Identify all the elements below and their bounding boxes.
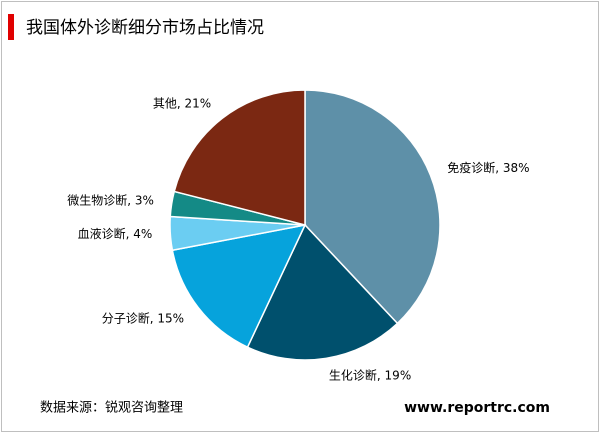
data-label: 微生物诊断, 3% xyxy=(67,193,154,208)
watermark: www.reportrc.com xyxy=(404,400,550,416)
data-label: 免疫诊断, 38% xyxy=(447,160,529,175)
pie-slice xyxy=(171,223,307,349)
pie-slice xyxy=(246,223,399,361)
source-note: 数据来源：锐观咨询整理 xyxy=(40,401,183,416)
data-label: 分子诊断, 15% xyxy=(102,310,184,325)
data-label: 血液诊断, 4% xyxy=(78,226,153,241)
chart-title: 我国体外诊断细分市场占比情况 xyxy=(26,18,264,38)
pie-slice xyxy=(304,89,441,325)
pie-slice xyxy=(173,89,306,226)
title-accent xyxy=(8,14,14,40)
data-label: 生化诊断, 19% xyxy=(329,368,411,383)
data-label: 其他, 21% xyxy=(153,97,211,111)
